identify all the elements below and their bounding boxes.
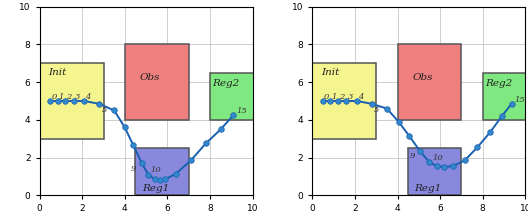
Text: Obs: Obs <box>140 73 160 82</box>
Text: Obs: Obs <box>412 73 433 82</box>
Text: 3: 3 <box>347 93 353 101</box>
Text: 1: 1 <box>332 93 337 101</box>
Text: 10: 10 <box>151 166 162 174</box>
Bar <box>125 44 188 120</box>
Text: 5: 5 <box>101 105 107 113</box>
Text: Reg1: Reg1 <box>142 184 169 193</box>
Bar <box>136 148 188 195</box>
Text: 3: 3 <box>75 93 80 101</box>
Text: 5: 5 <box>374 105 380 113</box>
Text: 0: 0 <box>51 93 56 101</box>
Text: Reg2: Reg2 <box>212 79 239 88</box>
Text: Reg2: Reg2 <box>485 79 512 88</box>
Bar <box>312 63 376 139</box>
Text: 9: 9 <box>131 165 137 172</box>
Bar <box>398 44 461 120</box>
Text: Init: Init <box>48 67 67 77</box>
Text: 4: 4 <box>358 93 363 101</box>
Text: 2: 2 <box>66 93 72 101</box>
Text: 9: 9 <box>409 152 414 160</box>
Text: 1: 1 <box>59 93 64 101</box>
Text: 10: 10 <box>432 154 443 162</box>
Text: Init: Init <box>321 67 339 77</box>
Text: 15: 15 <box>236 107 247 115</box>
Bar <box>408 148 461 195</box>
Bar <box>483 73 527 120</box>
Bar <box>40 63 103 139</box>
Text: Reg1: Reg1 <box>414 184 442 193</box>
Text: 2: 2 <box>339 93 344 101</box>
Bar <box>210 73 255 120</box>
Text: 0: 0 <box>324 93 329 101</box>
Text: 4: 4 <box>86 93 91 101</box>
Text: 15: 15 <box>514 96 525 104</box>
